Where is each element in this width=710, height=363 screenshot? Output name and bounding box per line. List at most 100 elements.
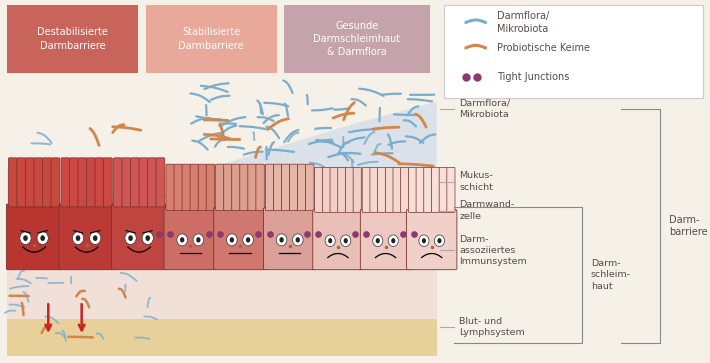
Ellipse shape: [276, 234, 287, 246]
FancyBboxPatch shape: [338, 167, 346, 212]
FancyBboxPatch shape: [273, 164, 282, 211]
FancyBboxPatch shape: [131, 158, 139, 207]
FancyBboxPatch shape: [362, 167, 371, 212]
Ellipse shape: [373, 235, 383, 246]
Text: Darm-
barriere: Darm- barriere: [669, 215, 707, 237]
FancyBboxPatch shape: [26, 158, 34, 207]
FancyBboxPatch shape: [122, 158, 131, 207]
Ellipse shape: [89, 232, 101, 245]
Ellipse shape: [341, 235, 351, 246]
Ellipse shape: [142, 232, 153, 245]
FancyBboxPatch shape: [6, 204, 62, 270]
FancyBboxPatch shape: [305, 164, 314, 211]
Ellipse shape: [437, 238, 442, 243]
FancyBboxPatch shape: [297, 164, 306, 211]
FancyBboxPatch shape: [386, 167, 393, 212]
FancyBboxPatch shape: [104, 158, 112, 207]
Text: Destabilisierte
Darmbarriere: Destabilisierte Darmbarriere: [38, 28, 108, 50]
FancyBboxPatch shape: [266, 164, 274, 211]
Ellipse shape: [391, 238, 395, 243]
FancyBboxPatch shape: [34, 158, 43, 207]
Ellipse shape: [246, 237, 250, 242]
FancyBboxPatch shape: [416, 167, 424, 212]
FancyBboxPatch shape: [61, 158, 70, 207]
Ellipse shape: [344, 238, 348, 243]
Text: Stabilisierte
Darmbarriere: Stabilisierte Darmbarriere: [178, 28, 244, 50]
Ellipse shape: [72, 232, 84, 245]
Ellipse shape: [325, 235, 335, 246]
FancyBboxPatch shape: [263, 208, 316, 270]
Text: Darmflora/
Mikrobiota: Darmflora/ Mikrobiota: [497, 11, 550, 34]
Ellipse shape: [328, 238, 332, 243]
FancyBboxPatch shape: [174, 164, 182, 211]
Polygon shape: [7, 102, 437, 240]
FancyBboxPatch shape: [406, 209, 457, 270]
Ellipse shape: [196, 237, 200, 242]
FancyBboxPatch shape: [17, 158, 26, 207]
Ellipse shape: [23, 235, 28, 241]
FancyBboxPatch shape: [198, 164, 207, 211]
FancyBboxPatch shape: [322, 167, 330, 212]
FancyBboxPatch shape: [284, 5, 430, 73]
FancyBboxPatch shape: [166, 164, 175, 211]
FancyBboxPatch shape: [87, 158, 95, 207]
FancyBboxPatch shape: [146, 5, 277, 73]
Ellipse shape: [37, 232, 48, 245]
Ellipse shape: [93, 235, 97, 241]
FancyBboxPatch shape: [353, 167, 361, 212]
Ellipse shape: [376, 238, 380, 243]
FancyBboxPatch shape: [408, 167, 417, 212]
Text: Darmflora/
Mikrobiota: Darmflora/ Mikrobiota: [459, 99, 510, 119]
Ellipse shape: [295, 237, 300, 242]
FancyBboxPatch shape: [214, 208, 266, 270]
FancyBboxPatch shape: [248, 164, 256, 211]
Ellipse shape: [388, 235, 398, 246]
Ellipse shape: [230, 237, 234, 242]
Ellipse shape: [193, 234, 204, 246]
Ellipse shape: [20, 232, 31, 245]
FancyBboxPatch shape: [114, 158, 122, 207]
FancyBboxPatch shape: [444, 5, 703, 98]
Ellipse shape: [76, 235, 80, 241]
FancyBboxPatch shape: [111, 204, 167, 270]
FancyBboxPatch shape: [315, 167, 323, 212]
FancyBboxPatch shape: [51, 158, 60, 207]
Ellipse shape: [226, 234, 237, 246]
FancyBboxPatch shape: [224, 164, 232, 211]
FancyBboxPatch shape: [240, 164, 248, 211]
FancyBboxPatch shape: [231, 164, 240, 211]
FancyBboxPatch shape: [393, 167, 401, 212]
Ellipse shape: [419, 235, 429, 246]
Ellipse shape: [40, 235, 45, 241]
FancyBboxPatch shape: [70, 158, 78, 207]
FancyBboxPatch shape: [256, 164, 264, 211]
Ellipse shape: [129, 235, 133, 241]
FancyBboxPatch shape: [59, 204, 114, 270]
Text: Darm-
schleim-
haut: Darm- schleim- haut: [591, 260, 630, 290]
FancyBboxPatch shape: [164, 208, 217, 270]
Ellipse shape: [293, 234, 303, 246]
Ellipse shape: [177, 234, 187, 246]
FancyBboxPatch shape: [139, 158, 148, 207]
Ellipse shape: [146, 235, 150, 241]
FancyBboxPatch shape: [43, 158, 51, 207]
FancyBboxPatch shape: [447, 167, 455, 212]
FancyBboxPatch shape: [378, 167, 386, 212]
Text: Darm-
assoziiertes
Immunsystem: Darm- assoziiertes Immunsystem: [459, 235, 527, 266]
FancyBboxPatch shape: [424, 167, 432, 212]
FancyBboxPatch shape: [432, 167, 439, 212]
FancyBboxPatch shape: [206, 164, 214, 211]
FancyBboxPatch shape: [9, 158, 17, 207]
Ellipse shape: [422, 238, 426, 243]
FancyBboxPatch shape: [156, 158, 165, 207]
Text: Mukus-
schicht: Mukus- schicht: [459, 171, 493, 192]
Text: Darmwand-
zelle: Darmwand- zelle: [459, 200, 515, 221]
FancyBboxPatch shape: [148, 158, 156, 207]
FancyBboxPatch shape: [400, 167, 409, 212]
FancyBboxPatch shape: [361, 209, 410, 270]
FancyBboxPatch shape: [190, 164, 199, 211]
Text: Probiotische Keime: Probiotische Keime: [497, 43, 590, 53]
FancyBboxPatch shape: [7, 167, 437, 319]
Text: Blut- und
Lymphsystem: Blut- und Lymphsystem: [459, 317, 525, 337]
Ellipse shape: [435, 235, 444, 246]
